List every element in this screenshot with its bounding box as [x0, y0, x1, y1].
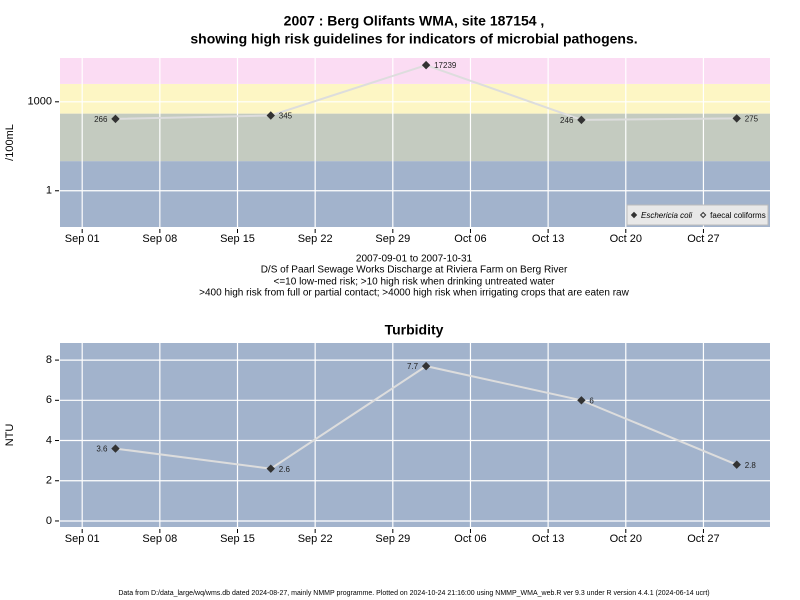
note: D/S of Paarl Sewage Works Discharge at R… [261, 265, 568, 276]
y-tick-label: 4 [46, 434, 52, 446]
data-point [111, 444, 120, 453]
x-tick-label: Oct 06 [454, 533, 486, 545]
data-point [577, 115, 586, 125]
y-tick-label: 1000 [28, 96, 52, 108]
x-tick-label: Oct 13 [532, 533, 564, 545]
data-point [577, 396, 586, 405]
x-tick-label: Sep 08 [142, 233, 177, 245]
data-point [732, 460, 741, 469]
x-tick-label: Sep 01 [65, 533, 100, 545]
risk-band [60, 113, 770, 162]
x-tick-label: Sep 08 [142, 533, 177, 545]
data-label: 6 [589, 396, 594, 405]
data-label: 275 [745, 115, 759, 124]
data-point [266, 111, 275, 120]
main-title: showing high risk guidelines for indicat… [190, 31, 637, 47]
data-point [732, 114, 741, 123]
y-tick-label: 1 [46, 185, 52, 197]
data-label: 2.8 [745, 461, 757, 470]
note: <=10 low-med risk; >10 high risk when dr… [274, 277, 556, 288]
data-label: 246 [560, 116, 574, 125]
data-point [111, 114, 120, 124]
data-point [421, 60, 431, 70]
legend-box [626, 204, 769, 226]
x-tick-label: Oct 20 [610, 233, 642, 245]
data-label: 3.6 [96, 445, 108, 454]
x-tick-label: Oct 13 [532, 233, 564, 245]
y-tick-label: 0 [46, 515, 52, 527]
x-tick-label: Sep 15 [220, 233, 255, 245]
x-tick-label: Oct 06 [454, 233, 486, 245]
data-point [421, 361, 431, 371]
legend-label: faecal coliforms [710, 211, 766, 220]
y-tick-label: 2 [46, 475, 52, 487]
data-label: 266 [94, 115, 108, 124]
x-tick-label: Oct 20 [610, 533, 642, 545]
y-axis-label: NTU [4, 424, 16, 447]
y-axis-label: /100mL [4, 124, 16, 161]
legend-marker [699, 211, 707, 219]
note: 2007-09-01 to 2007-10-31 [356, 254, 473, 265]
x-tick-label: Oct 27 [687, 233, 719, 245]
x-tick-label: Sep 15 [220, 533, 255, 545]
x-tick-label: Sep 22 [298, 233, 333, 245]
risk-band [60, 58, 770, 84]
x-tick-label: Oct 27 [687, 533, 719, 545]
y-tick-label: 6 [46, 394, 52, 406]
risk-band [60, 83, 770, 114]
main-title: 2007 : Berg Olifants WMA, site 187154 , [284, 13, 545, 29]
data-point [266, 464, 275, 473]
legend-label: Eschericia coli [641, 211, 692, 220]
footer: Data from D:/data_large/wq/wms.db dated … [118, 590, 709, 597]
x-tick-label: Sep 01 [65, 233, 100, 245]
data-label: 345 [279, 112, 293, 121]
note: >400 high risk from full or partial cont… [199, 288, 629, 299]
y-tick-label: 8 [46, 354, 52, 366]
x-tick-label: Sep 29 [375, 533, 410, 545]
data-label: 7.7 [407, 362, 419, 371]
chart-title: Turbidity [385, 322, 444, 338]
legend-marker [630, 211, 638, 219]
x-tick-label: Sep 22 [298, 533, 333, 545]
data-label: 2.6 [279, 465, 291, 474]
x-tick-label: Sep 29 [375, 233, 410, 245]
data-label: 17239 [434, 61, 457, 70]
